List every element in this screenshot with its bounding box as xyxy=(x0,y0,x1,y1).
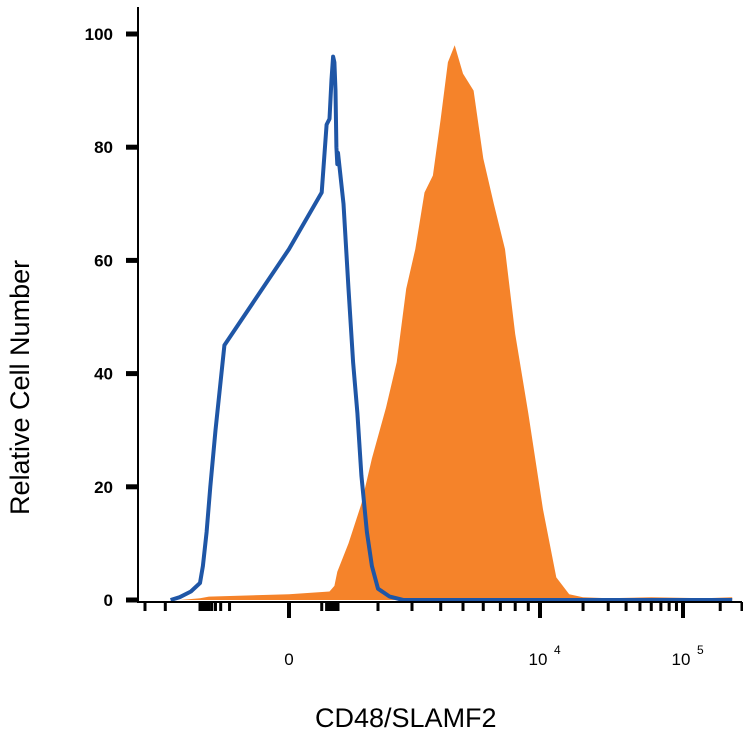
x-tick-label: 10 xyxy=(529,650,548,669)
x-axis-ticks: 0 10 4 10 5 xyxy=(143,602,743,669)
y-tick-label: 20 xyxy=(94,478,113,497)
y-tick-label: 60 xyxy=(94,251,113,270)
y-axis-ticks: 0 20 40 60 80 100 xyxy=(85,25,138,610)
y-tick-label: 80 xyxy=(94,138,113,157)
x-tick-label-exponent: 4 xyxy=(554,643,561,657)
x-tick-label: 0 xyxy=(284,650,293,669)
series-outline-histogram xyxy=(170,54,733,602)
y-tick-label: 100 xyxy=(85,25,113,44)
series-filled-histogram xyxy=(179,45,733,601)
y-tick-label: 40 xyxy=(94,365,113,384)
x-tick-label: 10 xyxy=(672,650,691,669)
x-axis-title: CD48/SLAMF2 xyxy=(315,703,497,733)
y-axis-title: Relative Cell Number xyxy=(5,260,35,515)
plot-area xyxy=(170,45,733,602)
x-tick-label-exponent: 5 xyxy=(697,643,704,657)
y-tick-label: 0 xyxy=(104,591,113,610)
